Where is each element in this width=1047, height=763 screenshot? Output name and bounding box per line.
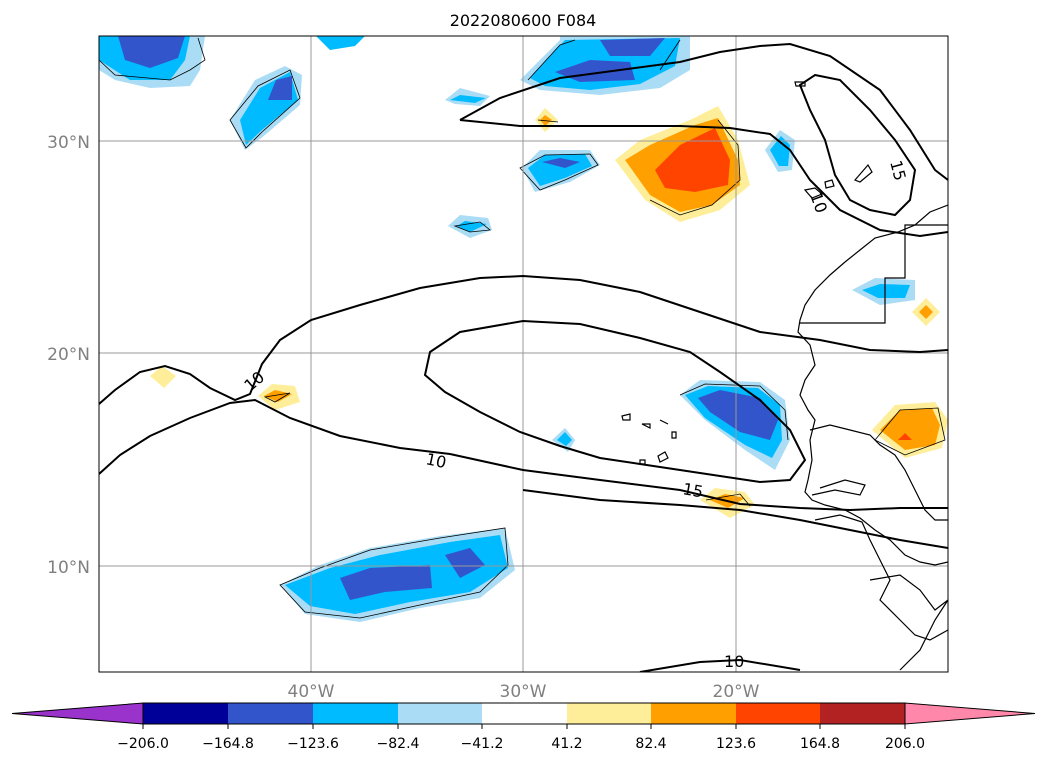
colorbar-bin [651,703,736,724]
lat-label-20n: 20°N [47,345,90,365]
lon-label-40w: 40°W [288,682,335,702]
lat-label-10n: 10°N [47,558,90,578]
colorbar-tick-label: 206.0 [885,736,925,752]
gridlines [99,36,948,672]
map-title: 2022080600 F084 [450,11,597,30]
contour-label: 15 [681,479,704,501]
colorbar: −206.0 −164.8 −123.6 −82.4 −41.2 41.2 82… [11,702,1036,752]
colorbar-tick-label: 123.6 [716,736,756,752]
map-frame [98,35,949,673]
colorbar-bin [143,703,228,724]
colorbar-bin [820,703,905,724]
colorbar-tick-labels: −206.0 −164.8 −123.6 −82.4 −41.2 41.2 82… [117,736,925,752]
colorbar-over-triangle [904,702,1036,725]
colorbar-under-triangle [11,702,144,725]
colorbar-tick-label: 82.4 [635,736,666,752]
lon-label-30w: 30°W [500,682,547,702]
colorbar-ticks [142,724,906,729]
colorbar-frame [142,702,906,725]
colorbar-bin [228,703,313,724]
map-area: 10 10 10 15 15 10 [99,36,948,672]
colorbar-tick-label: −41.2 [461,736,504,752]
colorbar-bin [313,703,398,724]
colorbar-bin [567,703,651,724]
colorbar-bin [398,703,482,724]
colorbar-tick-label: 164.8 [800,736,840,752]
colorbar-tick-label: −123.6 [287,736,339,752]
contour-label: 10 [724,652,744,671]
lat-label-30n: 30°N [47,133,90,153]
lon-label-20w: 20°W [713,682,760,702]
negative-anomaly-regions [99,36,915,622]
contour-label: 10 [424,449,448,472]
colorbar-tick-label: −82.4 [377,736,420,752]
coastlines [621,81,948,671]
colorbar-bin [482,703,567,724]
colorbar-bin [736,703,820,724]
colorbar-tick-label: 41.2 [551,736,582,752]
contour-lines [99,42,948,672]
latitude-labels: 30°N 20°N 10°N [47,133,90,578]
contour-label: 15 [886,158,910,183]
longitude-labels: 40°W 30°W 20°W [288,682,760,702]
colorbar-tick-label: −206.0 [117,736,169,752]
colorbar-tick-label: −164.8 [202,736,254,752]
